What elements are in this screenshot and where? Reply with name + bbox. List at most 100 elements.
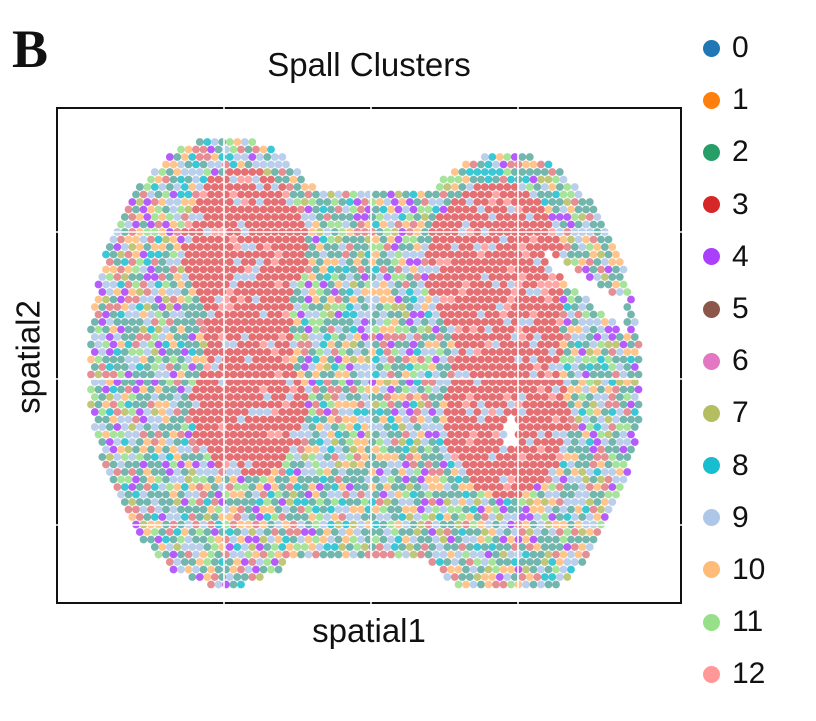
spot — [150, 243, 159, 251]
spot — [338, 453, 347, 461]
spot — [608, 498, 617, 506]
spot — [525, 423, 534, 431]
spot — [147, 190, 155, 199]
spot — [87, 370, 95, 379]
spot — [432, 265, 440, 274]
spot — [499, 205, 508, 214]
spot — [540, 498, 549, 506]
spot — [529, 325, 538, 334]
spot — [162, 430, 170, 439]
spot — [447, 280, 455, 289]
spot — [387, 325, 395, 334]
spot — [533, 348, 542, 356]
spot — [177, 565, 185, 574]
spot — [184, 415, 193, 424]
spot — [563, 213, 572, 221]
spot — [368, 483, 377, 491]
spot — [105, 318, 114, 326]
spot — [582, 460, 590, 469]
spot — [207, 190, 215, 199]
spot — [518, 558, 527, 566]
spot — [619, 445, 628, 454]
spot — [334, 505, 343, 514]
spot — [312, 250, 320, 259]
spot — [345, 513, 354, 521]
spot — [252, 310, 260, 319]
spot — [443, 498, 452, 506]
spot — [387, 430, 395, 439]
spot — [263, 543, 272, 551]
spot — [237, 430, 245, 439]
spot — [518, 378, 527, 386]
spot — [615, 408, 624, 416]
spot — [338, 438, 347, 446]
spot — [158, 378, 167, 386]
spot — [357, 370, 365, 379]
spot — [585, 468, 594, 476]
spot — [270, 453, 279, 461]
spot — [574, 205, 583, 214]
spot — [428, 333, 437, 341]
spot — [237, 490, 245, 499]
spot — [173, 558, 182, 566]
spot — [544, 505, 553, 514]
spot — [360, 513, 369, 521]
spot — [589, 385, 598, 394]
legend-item-3: 3 — [703, 179, 803, 231]
spot — [477, 505, 485, 514]
spot — [488, 393, 497, 401]
spot — [270, 468, 279, 476]
legend-marker — [703, 561, 720, 579]
spot — [420, 408, 429, 416]
spot — [229, 355, 238, 364]
spot — [600, 498, 609, 506]
spot — [537, 565, 545, 574]
spot — [525, 213, 534, 221]
spot — [424, 235, 433, 244]
spot — [387, 505, 395, 514]
spot — [102, 400, 110, 409]
spot — [492, 340, 500, 349]
spot — [432, 490, 440, 499]
spot — [278, 543, 287, 551]
spot — [548, 438, 557, 446]
spot — [297, 460, 305, 469]
spot — [109, 280, 118, 289]
spot — [417, 445, 425, 454]
spot — [540, 333, 549, 341]
spot — [499, 175, 508, 184]
spot — [604, 325, 613, 334]
spot — [439, 430, 448, 439]
spot — [447, 415, 455, 424]
legend-marker — [703, 196, 720, 214]
spot — [420, 513, 429, 521]
spot — [154, 235, 163, 244]
spot — [578, 258, 587, 266]
spot — [180, 303, 189, 311]
spot — [379, 550, 388, 559]
spot — [240, 303, 249, 311]
spot — [353, 288, 362, 296]
spot — [177, 310, 185, 319]
spot — [338, 198, 347, 206]
spot — [409, 370, 418, 379]
spot — [300, 243, 309, 251]
spot — [132, 295, 140, 304]
spot — [360, 483, 369, 491]
spot — [522, 355, 530, 364]
spot — [420, 198, 429, 206]
spot — [323, 363, 332, 371]
spot — [383, 333, 392, 341]
spot — [345, 348, 354, 356]
spot — [420, 393, 429, 401]
spot — [488, 243, 497, 251]
spot — [342, 400, 350, 409]
spot — [188, 423, 197, 431]
spot — [484, 445, 493, 454]
spot — [604, 415, 613, 424]
spot — [237, 385, 245, 394]
spot — [195, 408, 204, 416]
spot — [214, 280, 223, 289]
spot — [379, 340, 388, 349]
spot — [447, 370, 455, 379]
